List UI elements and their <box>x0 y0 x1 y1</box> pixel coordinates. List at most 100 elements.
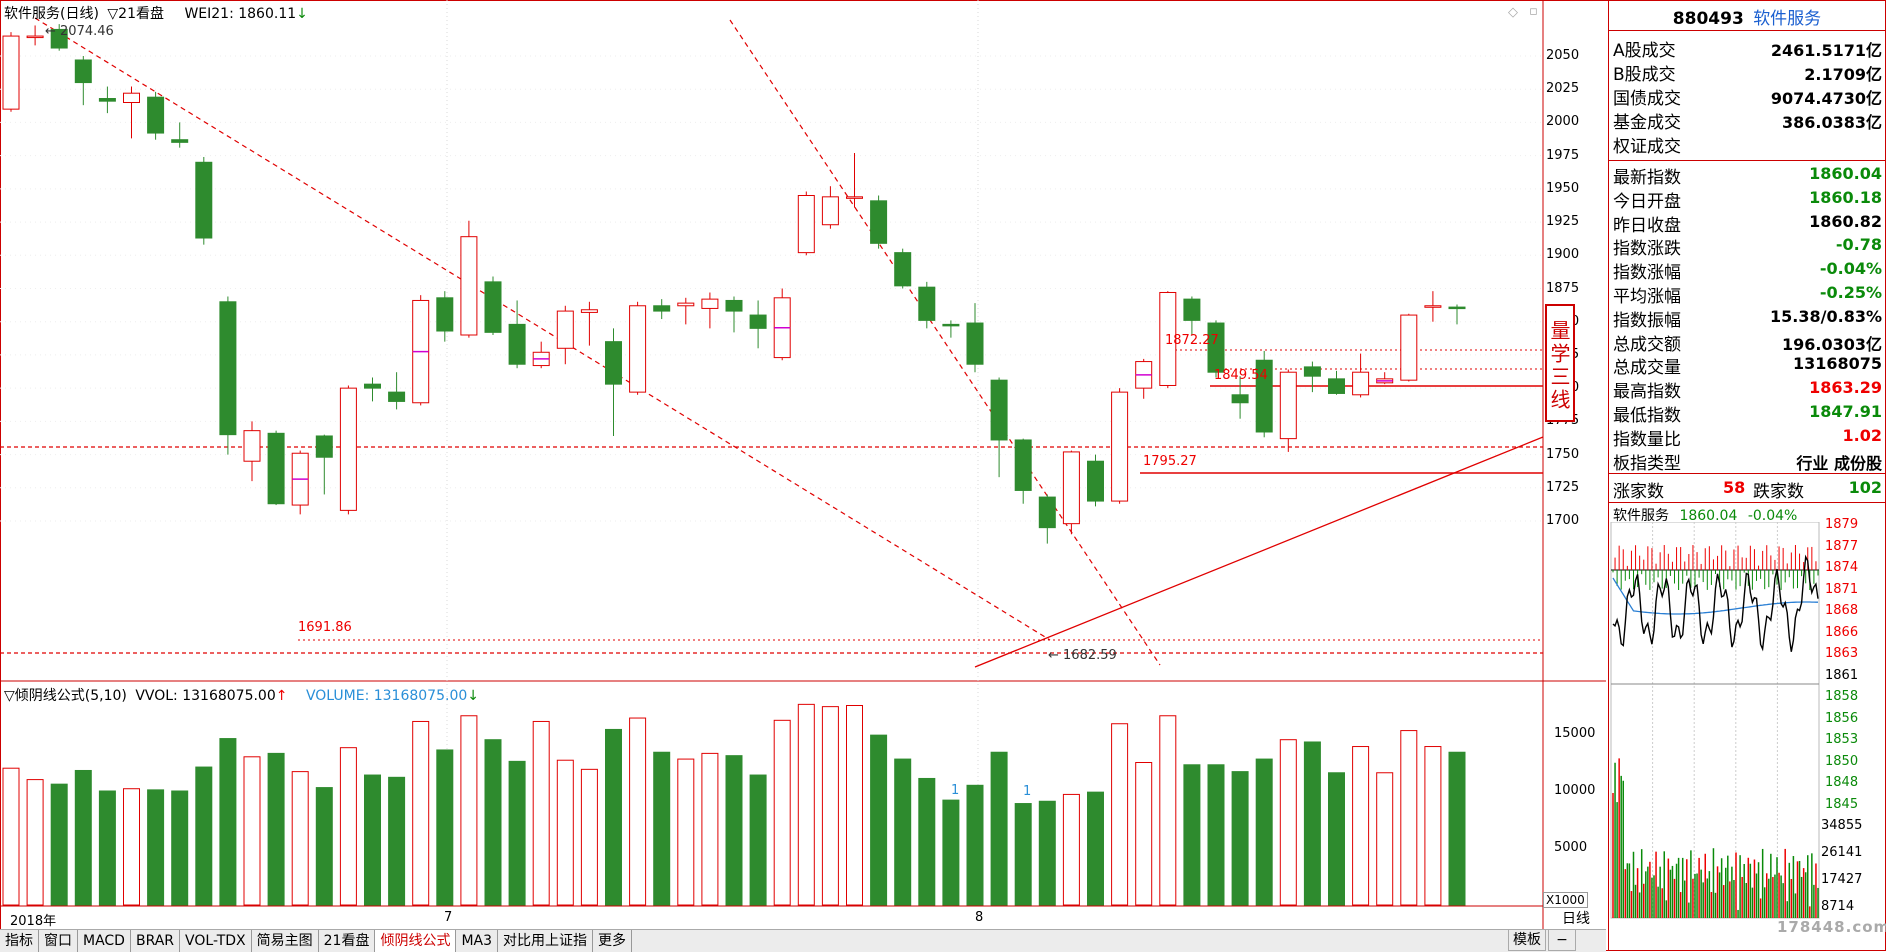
volume-bar <box>846 705 863 906</box>
stat-label: 最低指数 <box>1613 406 1681 426</box>
indicator-title[interactable]: ▽倾阴线公式(5,10) <box>4 688 127 704</box>
index-stat-row: 板指类型 行业 成份股 <box>1613 448 1882 474</box>
turnover-row: B股成交 2.1709亿 <box>1613 59 1882 85</box>
stat-value: -0.78 <box>1835 235 1882 255</box>
tab-4[interactable]: VOL-TDX <box>180 930 252 952</box>
high-annotation-2: 1872.27 <box>1165 333 1219 348</box>
volume-bar <box>508 760 526 906</box>
volume-bar <box>629 717 647 906</box>
candle-body <box>701 298 719 309</box>
volume-bar <box>436 749 454 906</box>
volume-bar <box>123 788 140 906</box>
kline-chart[interactable] <box>0 0 1606 929</box>
stat-label: 平均涨幅 <box>1613 287 1681 307</box>
tab-3[interactable]: BRAR <box>131 930 181 952</box>
volume-bar <box>26 779 44 906</box>
downtrend-line-1 <box>34 17 1051 641</box>
divider <box>1609 30 1885 31</box>
breadth-row: 涨家数 58 跌家数 102 <box>1613 476 1882 502</box>
right-info-panel: 880493 软件服务 A股成交 2461.5171亿 B股成交 2.1709亿 国债成… <box>1608 0 1886 951</box>
volume-tick: 15000 <box>1554 726 1596 741</box>
volume-bar <box>749 774 767 906</box>
volume-bar <box>942 799 960 906</box>
price-tick: 1750 <box>1546 446 1580 462</box>
mini-price-tick: 1871 <box>1825 581 1859 597</box>
stat-value: -0.04% <box>1819 259 1882 279</box>
index-stat-row: 最低指数 1847.91 <box>1613 400 1882 426</box>
volume-bar <box>1087 791 1104 906</box>
index-stat-row: 指数涨跌 -0.78 <box>1613 233 1882 259</box>
turnover-row: 基金成交 386.0383亿 <box>1613 107 1882 133</box>
up-count-label: 涨家数 <box>1613 482 1664 502</box>
candle-body <box>460 236 478 336</box>
indicator-tab-bar: 指标 窗口 MACD BRAR VOL-TDX 简易主图 21看盘 倾阴线公式 MA3 对比用上证… <box>0 929 1606 952</box>
zoom-out-button[interactable]: − <box>1548 929 1576 951</box>
stat-value: 2.1709亿 <box>1804 65 1882 84</box>
tab-10[interactable]: 更多 <box>593 930 633 952</box>
stat-value: 1863.29 <box>1809 378 1882 398</box>
volume-bar <box>171 790 189 906</box>
security-header: 880493 软件服务 <box>1609 4 1885 29</box>
mini-price-tick: 1863 <box>1825 646 1859 661</box>
stat-label: 昨日收盘 <box>1613 215 1681 236</box>
wei-indicator-label: WEI21: 1860.11 <box>184 6 297 22</box>
stamp-seal: 量学三线 <box>1545 304 1575 422</box>
mini-price-tick: 1853 <box>1825 732 1859 747</box>
mini-price-tick: 1856 <box>1825 710 1859 726</box>
stat-value: 15.38/0.83% <box>1770 306 1882 326</box>
volume-bar <box>1303 741 1321 906</box>
template-button[interactable]: 模板 <box>1508 929 1546 951</box>
turnover-row: 国债成交 9074.4730亿 <box>1613 83 1882 109</box>
volume-marker-1: 1 <box>951 783 960 798</box>
volume-value: VOLUME: 13168075.00 <box>305 688 468 704</box>
tab-8[interactable]: MA3 <box>456 930 499 952</box>
volume-bar <box>870 734 888 906</box>
mini-price-tick: 1848 <box>1825 775 1859 790</box>
stat-label: 基金成交 <box>1613 113 1681 133</box>
candle-body <box>990 379 1008 441</box>
volume-bar <box>677 758 695 906</box>
tab-6[interactable]: 21看盘 <box>319 930 376 952</box>
volume-bar <box>1135 762 1153 906</box>
candle-body <box>2 35 20 110</box>
stat-label: 最新指数 <box>1613 168 1681 188</box>
vvol-value: VVOL: 13168075.00 <box>135 688 276 704</box>
volume-bar <box>412 720 430 906</box>
tab-1[interactable]: 窗口 <box>39 930 78 952</box>
volume-marker-2: 1 <box>1023 784 1032 799</box>
tab-5[interactable]: 简易主图 <box>252 930 319 952</box>
candle-body <box>918 286 936 321</box>
price-tick: 2000 <box>1546 114 1580 130</box>
volume-bar <box>1328 772 1345 906</box>
candle-body <box>749 314 767 329</box>
wei-down-arrow: ↓ <box>296 6 308 22</box>
mini-price-tick: 1868 <box>1825 603 1859 618</box>
downtrend-line-2 <box>729 19 1161 666</box>
stat-value: 1860.82 <box>1809 211 1882 231</box>
mini-price-tick: 1879 <box>1825 517 1859 532</box>
price-tick: 1975 <box>1546 147 1580 163</box>
view-menu-button[interactable]: ▽21看盘 <box>107 6 164 22</box>
diamond-icon[interactable]: ◇ <box>1508 5 1518 20</box>
stat-value: -0.25% <box>1819 283 1882 302</box>
mini-price-line <box>1612 554 1819 652</box>
candle-body <box>74 59 92 84</box>
stat-label: 板指类型 <box>1613 453 1681 474</box>
tab-7[interactable]: 倾阴线公式 <box>375 930 457 952</box>
tab-2[interactable]: MACD <box>78 930 131 952</box>
candle-body <box>388 391 406 402</box>
tab-0[interactable]: 指标 <box>0 930 39 952</box>
period-label[interactable]: 日线 <box>1562 911 1590 927</box>
volume-bar <box>147 789 165 906</box>
volume-tick: 5000 <box>1554 840 1588 855</box>
restore-window-icon[interactable]: ▫ <box>1529 4 1538 19</box>
tab-9[interactable]: 对比用上证指 <box>498 930 594 952</box>
candles <box>2 24 1466 544</box>
volume-bar <box>1111 723 1129 906</box>
volume-bar <box>990 751 1008 906</box>
candle-body <box>1014 439 1032 491</box>
candle-body <box>725 299 743 312</box>
intraday-mini-chart[interactable] <box>1609 522 1885 942</box>
candle-body <box>556 310 574 349</box>
stat-label: 总成交额 <box>1613 334 1681 355</box>
